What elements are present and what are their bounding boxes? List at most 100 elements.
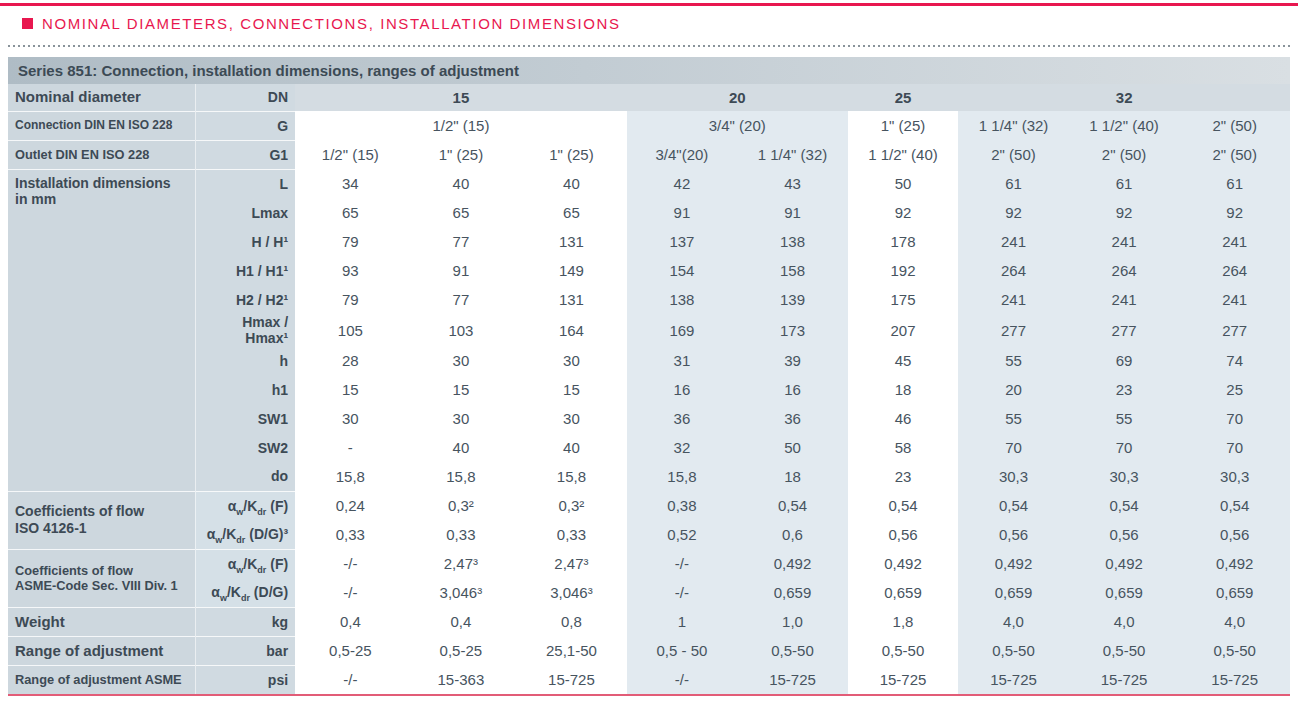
value-cell-iso_dg-0: 0,33 [295,520,406,549]
value-cell-h_h-5: 178 [848,227,959,256]
value-cell-g1-7: 2" (50) [1069,140,1180,169]
row-param-kg: kg [195,607,295,636]
table-row-psi: Range of adjustment ASMEpsi-/-15-36315-7… [8,665,1290,694]
row-group-label-g: Connection DIN EN ISO 228 [8,111,195,140]
value-cell-g1-4: 1 1/4" (32) [737,140,848,169]
value-cell-dn-0: 15 [295,84,627,111]
value-cell-iso_f-2: 0,3² [516,491,627,520]
value-cell-sw2-1: 40 [406,433,517,462]
row-group-label-asme_f: Coefficients of flowASME-Code Sec. VIII … [8,549,195,607]
value-cell-l-2: 40 [516,169,627,198]
row-group-label-kg: Weight [8,607,195,636]
value-cell-asme_dg-2: 3,046³ [516,578,627,607]
value-cell-h-3: 31 [627,346,738,375]
value-cell-kg-1: 0,4 [406,607,517,636]
value-cell-kg-5: 1,8 [848,607,959,636]
table-row-iso_dg: αw/Kdr (D/G)³0,330,330,330,520,60,560,56… [8,520,1290,549]
value-cell-kg-7: 4,0 [1069,607,1180,636]
value-cell-psi-6: 15-725 [958,665,1069,694]
value-cell-h1_h1-3: 154 [627,256,738,285]
row-group-label-psi: Range of adjustment ASME [8,665,195,694]
value-cell-do-3: 15,8 [627,462,738,491]
value-cell-bar-5: 0,5-50 [848,636,959,665]
value-cell-kg-2: 0,8 [516,607,627,636]
value-cell-sw1-5: 46 [848,404,959,433]
value-cell-do-6: 30,3 [958,462,1069,491]
value-cell-kg-3: 1 [627,607,738,636]
value-cell-h1_h1-5: 192 [848,256,959,285]
row-param-sw1: SW1 [195,404,295,433]
value-cell-dn-3: 20 [627,84,848,111]
table-title-bar: Series 851: Connection, installation dim… [8,57,1290,84]
value-cell-sw1-7: 55 [1069,404,1180,433]
value-cell-h1_h1-4: 158 [737,256,848,285]
square-bullet-icon [22,18,33,29]
row-param-lmax: Lmax [195,198,295,227]
value-cell-iso_dg-8: 0,56 [1179,520,1290,549]
value-cell-lmax-5: 92 [848,198,959,227]
value-cell-g-6: 1 1/4" (32) [958,111,1069,140]
value-cell-h2_h2-0: 79 [295,285,406,314]
table-row-hmax: Hmax / Hmax¹105103164169173207277277277 [8,314,1290,346]
row-param-psi: psi [195,665,295,694]
section-heading: NOMINAL DIAMETERS, CONNECTIONS, INSTALLA… [22,15,621,32]
value-cell-iso_dg-2: 0,33 [516,520,627,549]
value-cell-asme_dg-3: -/- [627,578,738,607]
value-cell-hmax-5: 207 [848,314,959,346]
value-cell-iso_f-1: 0,3² [406,491,517,520]
table-bottom-accent-rule [8,694,1290,696]
value-cell-sw1-4: 36 [737,404,848,433]
value-cell-iso_dg-3: 0,52 [627,520,738,549]
value-cell-asme_dg-1: 3,046³ [406,578,517,607]
row-param-h1: h1 [195,375,295,404]
value-cell-bar-8: 0,5-50 [1179,636,1290,665]
value-cell-sw2-3: 32 [627,433,738,462]
value-cell-h2_h2-4: 139 [737,285,848,314]
value-cell-h1_h1-0: 93 [295,256,406,285]
table-row-iso_f: Coefficients of flowISO 4126-1αw/Kdr (F)… [8,491,1290,520]
value-cell-asme_dg-5: 0,659 [848,578,959,607]
value-cell-psi-7: 15-725 [1069,665,1180,694]
value-cell-l-4: 43 [737,169,848,198]
value-cell-h2_h2-1: 77 [406,285,517,314]
value-cell-h-2: 30 [516,346,627,375]
value-cell-h1-3: 16 [627,375,738,404]
value-cell-asme_f-3: -/- [627,549,738,578]
value-cell-h1_h1-8: 264 [1179,256,1290,285]
row-param-h_h: H / H¹ [195,227,295,256]
value-cell-l-1: 40 [406,169,517,198]
table-row-do: do15,815,815,815,8182330,330,330,3 [8,462,1290,491]
value-cell-g-0: 1/2" (15) [295,111,627,140]
value-cell-iso_dg-7: 0,56 [1069,520,1180,549]
value-cell-h-4: 39 [737,346,848,375]
value-cell-hmax-4: 173 [737,314,848,346]
value-cell-bar-6: 0,5-50 [958,636,1069,665]
value-cell-psi-2: 15-725 [516,665,627,694]
value-cell-h_h-8: 241 [1179,227,1290,256]
value-cell-h1-7: 23 [1069,375,1180,404]
value-cell-hmax-0: 105 [295,314,406,346]
value-cell-h_h-1: 77 [406,227,517,256]
section-heading-text: NOMINAL DIAMETERS, CONNECTIONS, INSTALLA… [42,15,621,32]
value-cell-h_h-2: 131 [516,227,627,256]
value-cell-h1_h1-6: 264 [958,256,1069,285]
value-cell-h_h-0: 79 [295,227,406,256]
value-cell-lmax-6: 92 [958,198,1069,227]
value-cell-sw2-5: 58 [848,433,959,462]
value-cell-lmax-1: 65 [406,198,517,227]
value-cell-g1-5: 1 1/2" (40) [848,140,959,169]
row-group-label-iso_f: Coefficients of flowISO 4126-1 [8,491,195,549]
table-row-g: Connection DIN EN ISO 228G1/2" (15)3/4" … [8,111,1290,140]
value-cell-g-5: 1" (25) [848,111,959,140]
value-cell-do-0: 15,8 [295,462,406,491]
value-cell-lmax-0: 65 [295,198,406,227]
value-cell-h_h-4: 138 [737,227,848,256]
table-row-h2_h2: H2 / H2¹7977131138139175241241241 [8,285,1290,314]
row-param-asme_dg: αw/Kdr (D/G) [195,578,295,607]
table-row-bar: Range of adjustmentbar0,5-250,5-2525,1-5… [8,636,1290,665]
value-cell-sw1-3: 36 [627,404,738,433]
value-cell-bar-1: 0,5-25 [406,636,517,665]
value-cell-iso_dg-6: 0,56 [958,520,1069,549]
value-cell-l-0: 34 [295,169,406,198]
value-cell-h2_h2-6: 241 [958,285,1069,314]
